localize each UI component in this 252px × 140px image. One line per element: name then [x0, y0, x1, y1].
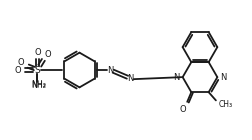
Text: N: N	[219, 73, 226, 82]
Text: N: N	[173, 73, 179, 82]
Text: CH₃: CH₃	[218, 100, 232, 109]
Text: N: N	[107, 66, 113, 74]
Text: O: O	[14, 66, 21, 74]
Text: NH₂: NH₂	[31, 81, 46, 90]
Text: NH₂: NH₂	[31, 80, 46, 89]
Text: N: N	[127, 74, 133, 83]
Text: O: O	[34, 48, 41, 57]
Text: O: O	[44, 50, 51, 59]
Text: O: O	[179, 105, 186, 114]
Text: S: S	[34, 66, 40, 74]
Text: O: O	[18, 58, 24, 67]
